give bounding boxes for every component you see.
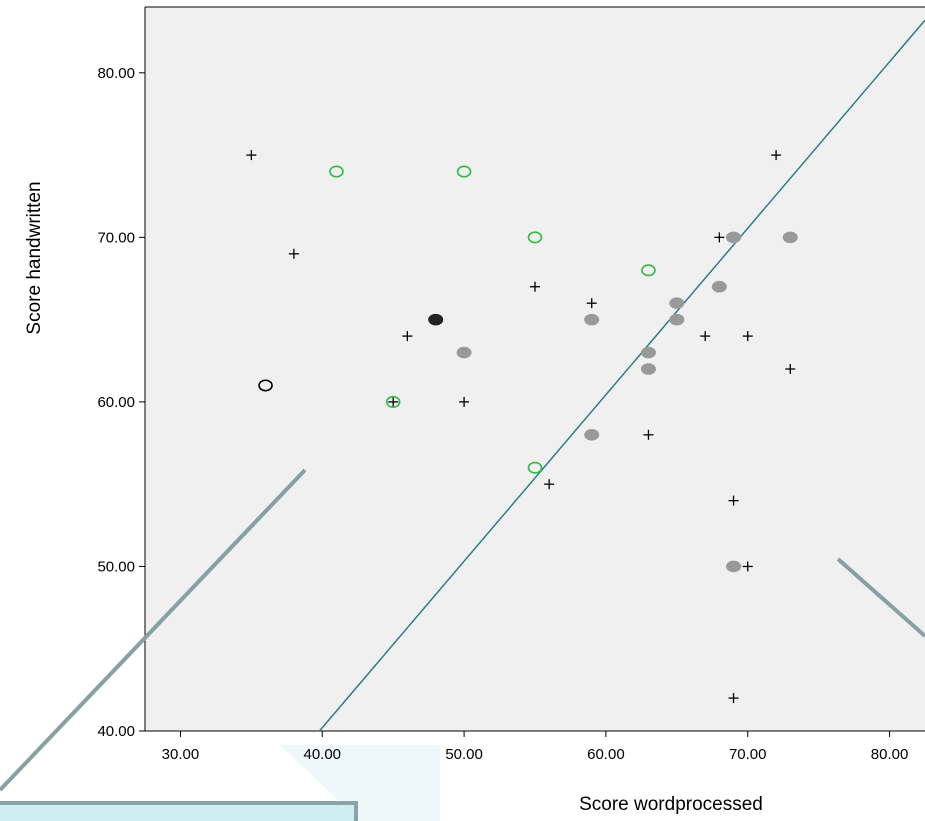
filled-circle-marker: [669, 313, 685, 326]
plus-marker: [742, 561, 753, 572]
plus-marker: [700, 331, 711, 342]
filled-circle-marker: [428, 313, 444, 326]
x-axis-ticks: 30.00 40.00 50.00 60.00 70.00 80.00: [162, 731, 909, 763]
y-tick-label: 80.00: [97, 65, 135, 82]
plus-marker: [771, 150, 782, 161]
plus-marker: [586, 298, 597, 309]
reference-line: [318, 19, 925, 732]
open-circle-marker: [641, 264, 656, 277]
filled-circle-marker: [640, 346, 656, 359]
x-tick-label: 40.00: [303, 746, 341, 763]
filled-circle-marker: [711, 280, 727, 293]
plus-marker: [643, 429, 654, 440]
plus-marker: [728, 495, 739, 506]
plus-marker: [246, 150, 257, 161]
filled-circle-marker: [640, 363, 656, 375]
x-axis-title: Score wordprocessed: [579, 794, 763, 815]
plus-marker: [728, 693, 739, 704]
filled-circle-marker: [669, 297, 685, 309]
callout-line-right: [836, 557, 925, 638]
plus-marker: [530, 281, 540, 292]
x-tick-label: 80.00: [871, 746, 909, 763]
filled-circle-marker: [726, 560, 742, 573]
filled-circle-marker: [456, 346, 472, 359]
plus-marker: [544, 479, 555, 490]
callout-line-left: [0, 468, 307, 792]
plus-marker: [714, 232, 725, 243]
plus-marker: [459, 396, 470, 407]
plus-marker: [785, 364, 796, 374]
filled-circle-marker: [782, 231, 798, 244]
callout-box: [0, 801, 358, 821]
data-markers: [246, 150, 798, 704]
open-circle-marker: [329, 165, 344, 178]
open-circle-marker: [456, 165, 472, 178]
filled-circle-marker: [584, 313, 600, 326]
plus-marker: [742, 331, 753, 342]
plus-marker: [402, 331, 413, 342]
open-circle-marker: [527, 231, 543, 244]
plus-marker: [388, 396, 399, 407]
open-circle-marker: [258, 379, 273, 392]
x-tick-label: 60.00: [587, 746, 625, 763]
x-tick-label: 50.00: [445, 746, 483, 763]
x-tick-label: 70.00: [729, 746, 767, 763]
y-axis-title: Score handwritten: [24, 181, 45, 334]
x-tick-label: 30.00: [162, 746, 200, 763]
y-axis-ticks: 40.00 50.00 60.00 70.00 80.00: [97, 65, 145, 740]
y-tick-label: 40.00: [97, 723, 135, 740]
y-tick-label: 60.00: [97, 394, 135, 411]
plot-area: [145, 7, 925, 731]
y-tick-label: 70.00: [97, 229, 135, 246]
filled-circle-marker: [584, 429, 600, 441]
plus-marker: [288, 248, 299, 259]
filled-circle-marker: [726, 231, 742, 244]
open-circle-marker: [527, 461, 543, 474]
open-circle-marker: [385, 395, 401, 408]
y-tick-label: 50.00: [97, 558, 135, 575]
background-wedge: [280, 745, 440, 821]
